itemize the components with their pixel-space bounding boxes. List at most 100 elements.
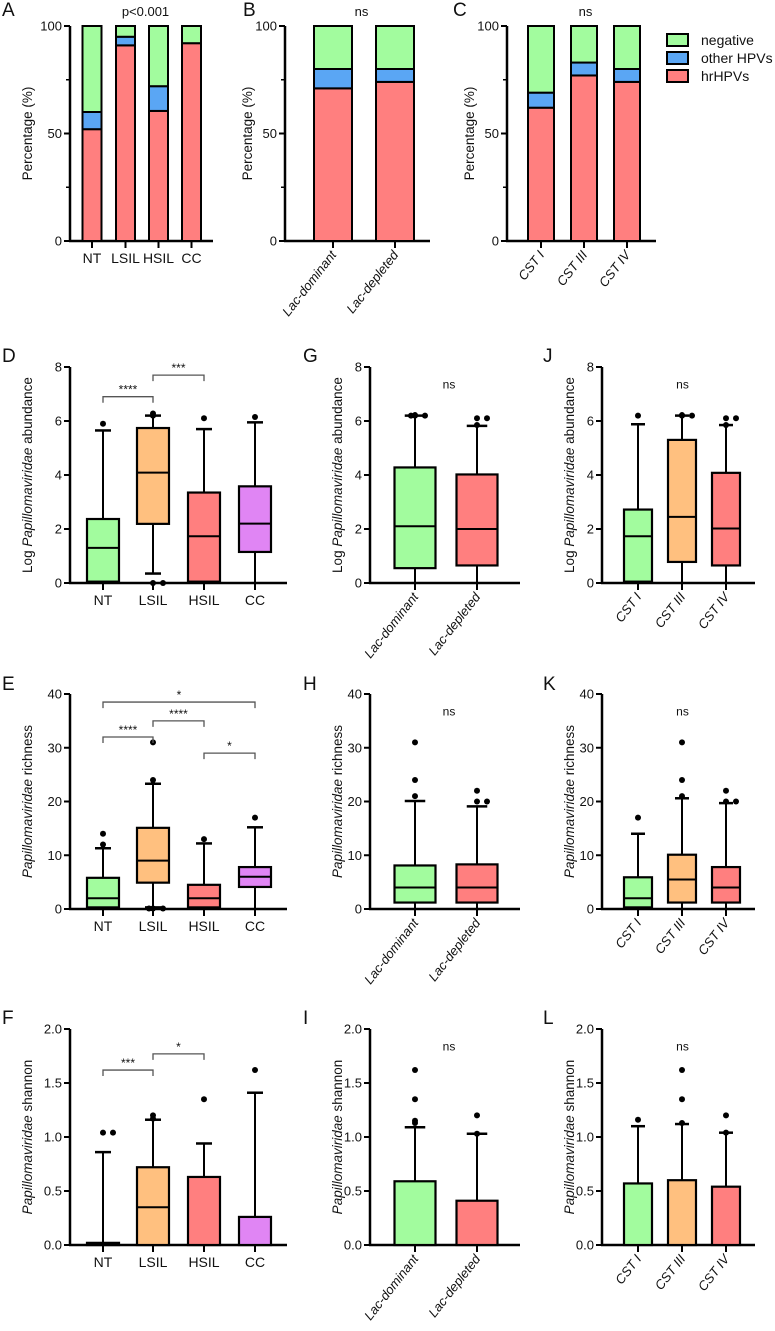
outlier-point xyxy=(252,814,258,821)
box-nt xyxy=(85,1129,121,1247)
box-hsil xyxy=(186,1096,222,1247)
outlier-point xyxy=(252,1067,258,1074)
y-axis-title-suffix: richness xyxy=(330,725,345,779)
bar-segment-negative xyxy=(115,25,136,38)
x-tick-label: CC xyxy=(245,1254,265,1270)
x-tick-label: CST III xyxy=(652,915,689,956)
x-tick-label: Lac-dominant xyxy=(361,1251,422,1323)
box-cst-iii xyxy=(666,1067,698,1247)
outlier-point xyxy=(160,580,166,586)
box-cst-i xyxy=(622,1116,654,1247)
panel-e: E Papillomaviridae richness 0 10 20 30 40 NT LSI… xyxy=(2,674,287,934)
panel-label: H xyxy=(303,674,317,695)
outlier-point xyxy=(679,793,685,800)
y-tick-label: 20 xyxy=(48,794,62,809)
x-tick-label: CC xyxy=(181,250,201,266)
panel-label: K xyxy=(543,674,556,695)
bar-segment-negative xyxy=(313,25,353,70)
y-axis-title-italic: Papillomaviridae xyxy=(330,448,345,547)
comparison-label: * xyxy=(176,1040,181,1054)
outlier-point xyxy=(201,1096,207,1103)
outlier-point xyxy=(201,836,207,843)
comparison-label: **** xyxy=(119,383,138,397)
y-tick-label: 0.5 xyxy=(344,1184,362,1199)
outlier-point xyxy=(679,1067,685,1074)
outlier-point xyxy=(100,830,106,837)
y-tick-label: 30 xyxy=(48,740,62,755)
box-iqr xyxy=(666,438,698,564)
outlier-point xyxy=(474,422,480,429)
x-tick-label: CST I xyxy=(612,915,645,951)
y-axis-title-suffix: richness xyxy=(562,725,577,779)
outlier-point xyxy=(412,1067,418,1074)
outlier-point xyxy=(679,739,685,746)
bar-segment-negative xyxy=(570,25,598,64)
y-tick-label: 0 xyxy=(355,902,362,917)
box-iqr xyxy=(666,1179,698,1247)
significance-annotation: ns xyxy=(443,705,456,719)
box-cst-iii xyxy=(666,739,698,909)
panel-label: B xyxy=(243,0,256,21)
box-iqr xyxy=(237,485,273,554)
y-tick-label: 1.0 xyxy=(44,1130,62,1145)
outlier-point xyxy=(723,415,729,422)
comparison-label: *** xyxy=(121,1056,135,1070)
box-lac-depleted xyxy=(455,415,499,583)
box-cc xyxy=(237,1067,273,1247)
legend-label: negative xyxy=(701,32,754,48)
y-axis-title: Percentage (%) xyxy=(240,87,255,181)
y-tick-label: 40 xyxy=(580,687,594,702)
x-tick-label: Lac-depleted xyxy=(425,589,484,658)
panel-g: G Log Papillomaviridae abundance 0 2 4 6 8 Lac-… xyxy=(303,346,520,661)
box-iqr xyxy=(622,876,654,909)
y-axis-title: Percentage (%) xyxy=(20,87,35,181)
box-lac-dominant xyxy=(393,739,437,909)
outlier-point xyxy=(723,787,729,794)
y-axis-title-suffix: richness xyxy=(20,725,35,779)
y-tick-label: 1.5 xyxy=(576,1076,594,1091)
outlier-point xyxy=(723,1129,729,1136)
box-cst-iii xyxy=(666,412,698,583)
y-axis-title-suffix: abundance xyxy=(562,377,577,448)
bar-segment-hrhpvs xyxy=(115,44,136,242)
box-lac-depleted xyxy=(455,1112,499,1247)
y-tick-label: 0 xyxy=(587,576,594,591)
outlier-point xyxy=(474,1130,480,1137)
x-tick-label: CST IV xyxy=(695,589,733,632)
comparison-label: *** xyxy=(171,361,185,375)
outlier-point xyxy=(110,1129,116,1136)
bar-segment-negative xyxy=(81,25,103,113)
x-tick-label: Lac-dominant xyxy=(361,915,422,987)
x-tick-label: NT xyxy=(83,250,102,266)
box-iqr xyxy=(710,865,742,904)
panel-label: E xyxy=(2,674,15,695)
y-axis-title-suffix: shannon xyxy=(20,1060,35,1116)
x-tick-label: Lac-dominant xyxy=(361,589,422,661)
significance-annotation: ns xyxy=(676,378,689,392)
box-nt xyxy=(85,420,121,583)
y-tick-label: 50 xyxy=(485,126,499,141)
y-tick-label: 2 xyxy=(587,522,594,537)
panel-k: K Papillomaviridae richness 0 10 20 30 40 CST I… xyxy=(543,674,755,958)
box-iqr xyxy=(135,826,171,884)
y-axis-title: Log Papillomaviridae abundance xyxy=(562,377,577,573)
y-tick-label: 0 xyxy=(270,234,277,249)
outlier-point xyxy=(723,1112,729,1119)
comparison-label: * xyxy=(177,688,182,702)
bar-segment-negative xyxy=(527,25,555,94)
panel-label: I xyxy=(303,1008,308,1029)
significance-annotation: ns xyxy=(443,1040,456,1054)
bar-segment-hrhpvs xyxy=(313,87,353,242)
legend-label: hrHPVs xyxy=(701,68,749,84)
x-tick-label: HSIL xyxy=(188,1254,219,1270)
outlier-point xyxy=(474,787,480,794)
outlier-point xyxy=(635,814,641,821)
box-lac-dominant xyxy=(393,412,437,583)
comparison-label: **** xyxy=(169,707,188,721)
outlier-point xyxy=(412,1117,418,1124)
y-tick-label: 4 xyxy=(355,468,362,483)
y-tick-label: 1.0 xyxy=(344,1130,362,1145)
bar-segment-hrhpvs xyxy=(181,42,202,243)
panel-label: C xyxy=(453,0,467,21)
y-tick-label: 30 xyxy=(580,740,594,755)
